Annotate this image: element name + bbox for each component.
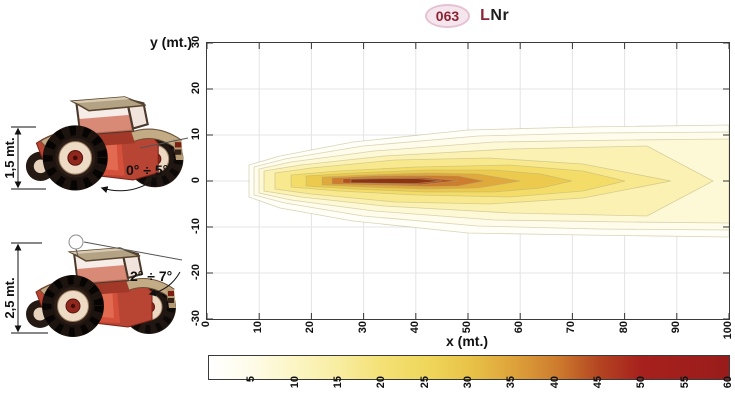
colorbar-tick-label: 50 — [635, 376, 648, 389]
mount-height-label: 2,5 mt. — [2, 277, 17, 319]
lamp-mount-line — [75, 248, 79, 257]
tilt-angle-label: 2° ÷ 7° — [130, 268, 173, 284]
angle-annotation-lines — [100, 137, 189, 193]
colorbar-tick-label: 40 — [548, 376, 561, 389]
dimension-arrow — [11, 242, 48, 334]
x-tick-label: 70 — [565, 321, 578, 334]
figure-mount-height-2: 2,5 mt. 2° ÷ 7° — [0, 230, 200, 375]
product-code-prefix: L — [480, 7, 491, 24]
x-tick-label: 40 — [408, 321, 421, 334]
x-tick-label: 20 — [304, 321, 317, 334]
y-tick-label: 30 — [190, 35, 202, 49]
colorbar-tick-label: 60 — [722, 376, 734, 389]
tractor-illustration — [26, 248, 176, 337]
x-tick-label: 90 — [669, 321, 682, 334]
x-tick-label: 60 — [513, 321, 526, 334]
x-axis-label: x (mt.) — [446, 333, 488, 349]
colorbar-tick-label: 20 — [375, 376, 388, 389]
colorbar-tick-label: 35 — [505, 376, 518, 389]
colorbar-tick-label: 5 — [245, 376, 258, 383]
angle-arrow-icon — [100, 176, 159, 193]
y-tick-label: 20 — [190, 81, 202, 95]
product-code: LNr — [480, 7, 509, 25]
mount-height-label: 1,5 mt. — [2, 137, 17, 179]
y-tick-label: 10 — [190, 127, 202, 141]
x-tick-label: 80 — [617, 321, 630, 334]
figure-mount-height-1: 1,5 mt. 0° ÷ 5° — [0, 82, 200, 227]
angle-arrow-icon — [148, 271, 181, 297]
colorbar-tick-label: 55 — [678, 376, 691, 389]
beam-contour-plot — [206, 42, 730, 320]
angle-annotation-lines — [83, 241, 183, 297]
product-code-suffix: Nr — [490, 7, 510, 24]
x-tick-label: 100 — [722, 321, 734, 340]
y-axis-label: y (mt.) — [150, 34, 192, 50]
y-tick-label: 0 — [190, 176, 202, 184]
roof-work-lamp-icon — [68, 234, 84, 250]
beam-contours — [248, 124, 729, 238]
axis-tick-marks — [207, 43, 729, 319]
tilt-angle-label: 0° ÷ 5° — [126, 162, 169, 178]
colorbar-tick-label: 30 — [462, 376, 474, 389]
colorbar — [208, 355, 730, 380]
contour-level-50 — [350, 178, 443, 184]
y-tick-label: -20 — [190, 264, 202, 280]
product-number-badge: 063 — [424, 4, 471, 28]
y-tick-label: -30 — [190, 310, 202, 326]
x-tick-label: 50 — [461, 321, 473, 334]
colorbar-tick-label: 15 — [332, 376, 344, 389]
y-tick-label: -10 — [190, 218, 202, 234]
colorbar-tick-label: 45 — [592, 376, 604, 389]
colorbar-tick-label: 25 — [418, 376, 431, 389]
x-tick-label: 30 — [356, 321, 369, 334]
contour-plot-canvas — [207, 43, 729, 319]
x-tick-label: 10 — [252, 321, 265, 334]
colorbar-tick-label: 10 — [288, 376, 301, 389]
dimension-arrow — [11, 126, 46, 190]
page-title: 063 LNr — [206, 3, 728, 29]
